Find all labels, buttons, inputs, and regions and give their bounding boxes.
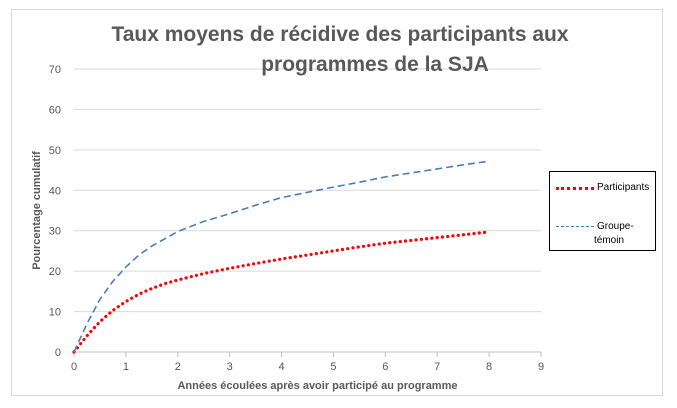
x-tick-label-2: 2 [175, 361, 181, 373]
y-tick-label-30: 30 [49, 226, 61, 238]
y-tick-label-20: 20 [49, 266, 61, 278]
y-tick-label-60: 60 [49, 104, 61, 116]
legend-item-groupe-temoin: Groupe- témoin [550, 219, 655, 251]
x-tick-label-3: 3 [227, 361, 233, 373]
legend-label-participants: Participants [597, 182, 650, 193]
legend-label-groupe-temoin-line-2: témoin [594, 235, 625, 246]
legend-label-groupe-temoin-line-1: Groupe- [597, 221, 634, 232]
x-tick-label-8: 8 [486, 361, 492, 373]
legend-swatch-groupe-temoin [556, 226, 594, 227]
chart-title: Taux moyens de récidive des participants… [100, 20, 580, 80]
chart-title-line-1: Taux moyens de récidive des participants… [111, 23, 569, 46]
x-tick-label-5: 5 [330, 361, 336, 373]
chart-legend: Participants Groupe- témoin [549, 171, 656, 251]
x-tick-label-6: 6 [382, 361, 388, 373]
x-tick-label-4: 4 [278, 361, 284, 373]
y-tick-label-10: 10 [49, 307, 61, 319]
legend-item-participants: Participants [550, 180, 655, 200]
x-tick-label-7: 7 [434, 361, 440, 373]
legend-swatch-participants [556, 187, 594, 190]
y-tick-label-40: 40 [49, 185, 61, 197]
series-line-participants [72, 230, 491, 354]
x-tick-label-1: 1 [123, 361, 129, 373]
y-tick-label-50: 50 [49, 145, 61, 157]
x-axis-title: Années écoulées après avoir participé au… [177, 380, 457, 392]
chart-title-line-2: programmes de la SJA [261, 53, 489, 76]
x-tick-label-9: 9 [538, 361, 544, 373]
y-tick-label-0: 0 [55, 347, 61, 359]
y-tick-label-70: 70 [49, 64, 61, 76]
y-axis-title: Pourcentage cumulatif [31, 151, 43, 270]
x-tick-label-0: 0 [71, 361, 77, 373]
